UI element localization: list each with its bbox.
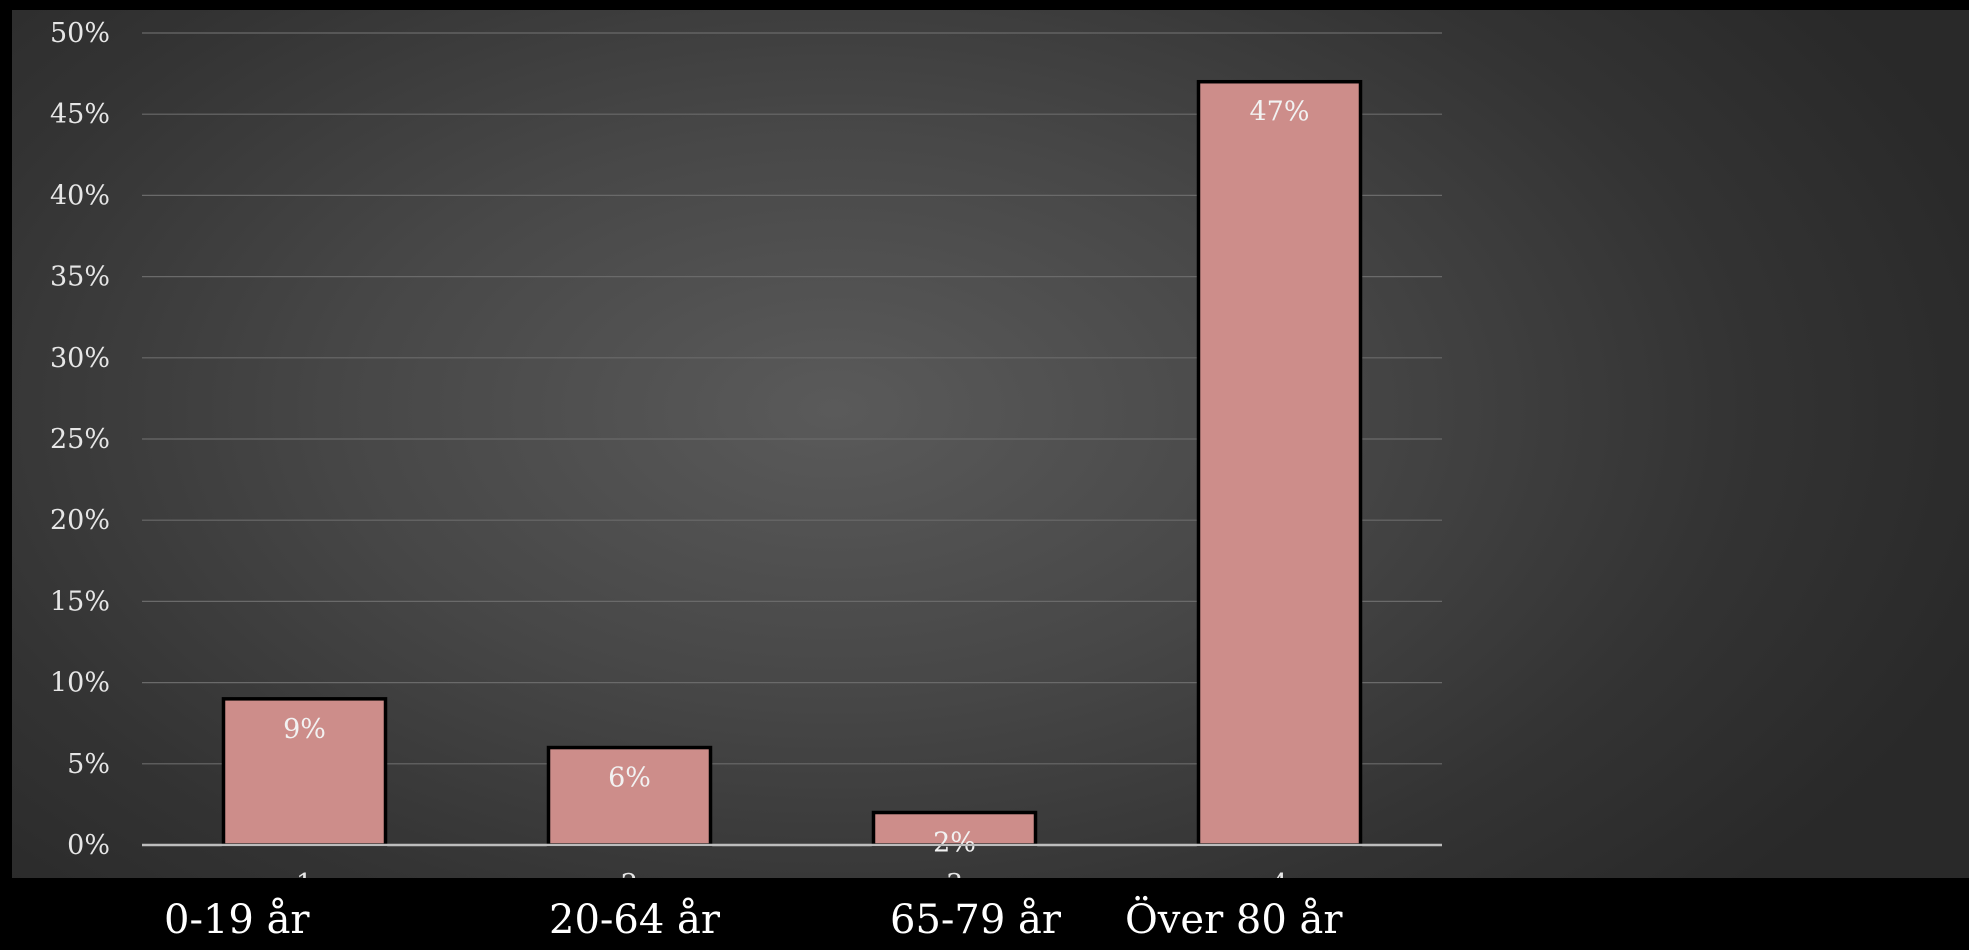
y-tick-label: 25% [50,424,110,455]
data-label-4: 47% [1249,97,1309,128]
x-tick-label: 4 [1271,869,1288,900]
y-tick-label: 15% [50,586,110,617]
x-tick-label: 2 [621,869,638,900]
x-tick-label: 1 [296,869,313,900]
category-label-0-19: 0-19 år [164,897,310,943]
bar-1 [221,697,388,847]
y-tick-label: 5% [67,749,110,780]
y-tick-label: 30% [50,343,110,374]
data-label-3: 2% [933,828,976,859]
y-tick-label: 10% [50,668,110,699]
y-tick-label: 0% [67,830,110,861]
category-label-over-80: Över 80 år [1125,897,1343,943]
category-label-20-64: 20-64 år [549,897,720,943]
bar-4 [1196,79,1363,847]
y-tick-label: 45% [50,99,110,130]
y-tick-label: 20% [50,505,110,536]
category-label-65-79: 65-79 år [890,897,1061,943]
data-label-1: 9% [283,714,326,745]
x-tick-label: 3 [946,869,963,900]
data-label-2: 6% [608,763,651,794]
y-tick-label: 40% [50,180,110,211]
y-tick-label: 35% [50,262,110,293]
bar-3 [871,810,1038,847]
y-tick-label: 50% [50,18,110,49]
